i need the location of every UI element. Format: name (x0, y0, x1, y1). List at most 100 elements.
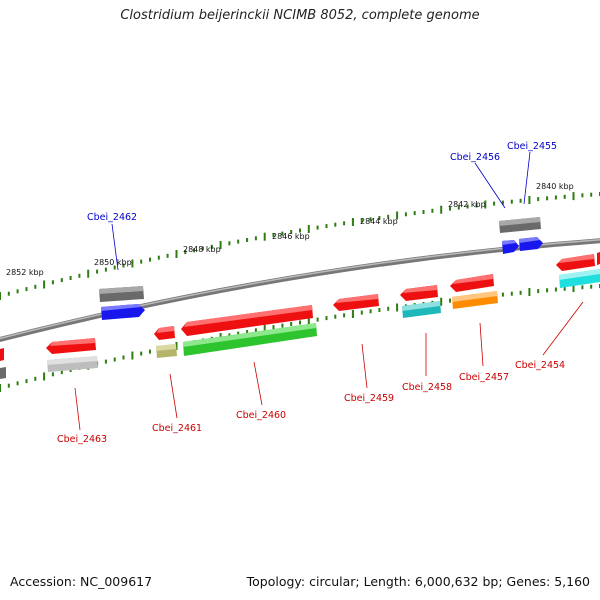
gene-cbei-2463-red-arrow[interactable] (46, 338, 96, 354)
gene-cbei-2458-teal-bar[interactable] (402, 301, 441, 318)
gene-cbei-2459-red-arrow[interactable] (333, 294, 379, 311)
gene-cbei-2454-cyan-bar[interactable] (559, 269, 600, 288)
scale-tick-inner (316, 317, 319, 322)
scale-tick-outer (254, 236, 257, 241)
label-cbei-2459[interactable]: Cbei_2459 (344, 393, 394, 404)
label-cbei-2460[interactable]: Cbei_2460 (236, 410, 286, 421)
leader-cbei-2460 (253, 361, 263, 406)
scale-tick-outer (501, 200, 504, 205)
scale-tick-outer (457, 205, 460, 210)
gene-cbei-2456-arrow[interactable] (502, 240, 519, 254)
scale-tick-inner (325, 316, 328, 321)
scale-tick-inner (351, 310, 354, 318)
label-cbei-2463[interactable]: Cbei_2463 (57, 434, 107, 445)
scale-tick-outer (528, 196, 531, 204)
scale-tick-inner (34, 376, 37, 381)
scale-tick-inner (51, 372, 54, 377)
scale-tick-outer (466, 204, 469, 209)
scale-tick-inner (290, 322, 293, 326)
gene-cbei-2454-red-arrow[interactable] (556, 254, 595, 271)
scale-tick-inner (343, 313, 346, 318)
scale-tick-inner (228, 333, 231, 338)
scale-tick-inner (528, 288, 531, 296)
leader-cbei-2459 (361, 343, 368, 389)
label-cbei-2454[interactable]: Cbei_2454 (515, 360, 565, 371)
scale-tick-outer (290, 230, 293, 234)
scale-tick-outer (493, 201, 496, 206)
label-cbei-2457[interactable]: Cbei_2457 (459, 372, 509, 383)
leader-cbei-2457 (479, 322, 484, 367)
scale-tick-outer (272, 233, 275, 238)
scale-tick-outer (237, 239, 240, 244)
scale-tick-inner (546, 288, 549, 293)
forward-genes (99, 217, 543, 320)
scale-tick-outer (87, 269, 90, 278)
gene-cbei-2455-arrow[interactable] (519, 237, 543, 251)
scale-label-2846: 2846 kbp (272, 232, 310, 241)
gene-cbei-2462-arrow[interactable] (101, 304, 145, 320)
scale-tick-outer (413, 211, 416, 216)
gene-cbei-2457-red-arrow[interactable] (450, 274, 494, 292)
scale-tick-outer (572, 192, 575, 201)
label-cbei-2462[interactable]: Cbei_2462 (87, 212, 137, 223)
scale-tick-inner (272, 325, 275, 330)
scale-label-2852: 2852 kbp (6, 268, 44, 277)
scale-tick-outer (307, 225, 310, 233)
scale-tick-inner (237, 331, 240, 336)
leader-cbei-2454 (542, 301, 584, 356)
scale-tick-outer (546, 196, 549, 201)
gene-cbei-2456-gray-bar[interactable] (499, 217, 541, 233)
scale-tick-outer (422, 210, 425, 214)
scale-tick-inner (519, 290, 522, 295)
scale-tick-outer (228, 241, 231, 246)
scale-tick-outer (387, 214, 390, 219)
scale-tick-outer (325, 224, 328, 229)
scale-tick-outer (263, 232, 266, 241)
gene-cbei-2461-red-arrow[interactable] (154, 326, 175, 340)
gene-cbei-2460-red-arrow[interactable] (181, 305, 313, 336)
scale-tick-outer (449, 206, 451, 211)
scale-tick-inner (563, 286, 566, 291)
scale-tick-inner (104, 359, 107, 364)
gene-left-edge-red[interactable] (0, 348, 4, 361)
scale-label-2848: 2848 kbp (183, 245, 221, 254)
scale-tick-outer (369, 217, 372, 222)
scale-tick-outer (0, 292, 1, 300)
leader-cbei-2455 (523, 151, 531, 205)
scale-tick-inner (590, 284, 593, 289)
scale-tick-inner (449, 298, 451, 303)
gene-right-edge-red[interactable] (597, 252, 600, 265)
scale-tick-outer (140, 259, 143, 264)
scale-tick-outer (246, 238, 249, 242)
label-cbei-2461[interactable]: Cbei_2461 (152, 423, 202, 434)
gene-cbei-2462-gray-bar[interactable] (99, 286, 144, 302)
scale-tick-outer (193, 248, 196, 253)
scale-tick-inner (299, 320, 301, 325)
scale-tick-outer (131, 259, 134, 268)
gene-cbei-2461-olive-bar[interactable] (156, 344, 177, 358)
scale-tick-outer (96, 269, 99, 274)
reverse-genes (0, 252, 600, 379)
scale-label-2842: 2842 kbp (448, 200, 486, 209)
label-cbei-2455[interactable]: Cbei_2455 (507, 141, 557, 152)
label-cbei-2458[interactable]: Cbei_2458 (402, 382, 452, 393)
scale-tick-outer (360, 218, 363, 223)
gene-cbei-2463-gray-bar[interactable] (47, 356, 98, 372)
label-cbei-2456[interactable]: Cbei_2456 (450, 152, 500, 163)
scale-tick-inner (581, 285, 584, 290)
scale-tick-outer (51, 280, 54, 285)
scale-tick-outer (281, 231, 284, 236)
gene-cbei-2460-green-bar[interactable] (183, 323, 317, 356)
scale-tick-outer (440, 205, 443, 214)
gene-left-edge-gray[interactable] (0, 367, 6, 379)
gene-cbei-2458-red-arrow[interactable] (400, 285, 438, 301)
scale-tick-inner (131, 351, 134, 360)
gene-cbei-2457-orange-bar[interactable] (452, 291, 498, 309)
scale-tick-outer (519, 198, 522, 203)
scale-tick-inner (246, 330, 249, 334)
scale-tick-inner (25, 379, 28, 384)
scale-tick-inner (396, 303, 399, 312)
scale-tick-outer (210, 244, 213, 249)
scale-tick-outer (334, 222, 337, 227)
